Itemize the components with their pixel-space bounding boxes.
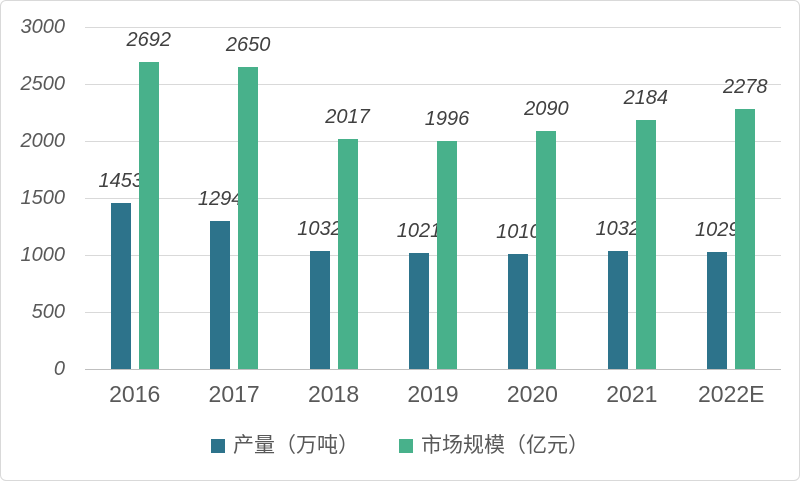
bar-groups: 1453 2692 1294 2650 1032 2017 1021 1996 1010 2090… [85, 27, 781, 369]
production-bar: 1032 [596, 219, 640, 369]
legend: 产量（万吨） 市场规模（亿元） [1, 433, 799, 458]
value-label: 2692 [126, 29, 171, 52]
bar-group: 1010 2090 [483, 27, 582, 369]
gridline [85, 27, 781, 28]
market-size-bar: 2184 [624, 88, 668, 369]
value-label: 1021 [396, 219, 442, 242]
y-tick-label: 2000 [20, 130, 66, 152]
x-axis: 2016 2017 2018 2019 2020 2021 2022E [85, 383, 781, 406]
y-tick-label: 2500 [20, 73, 66, 95]
production-swatch-icon [211, 438, 225, 453]
market-size-swatch-icon [399, 438, 413, 453]
value-label: 2090 [524, 97, 569, 120]
production-bar: 1010 [496, 222, 541, 369]
category-label: 2021 [606, 381, 658, 407]
legend-label: 产量（万吨） [233, 434, 359, 457]
value-label: 1453 [98, 170, 143, 193]
gridline [85, 255, 781, 256]
bar-group: 1294 2650 [184, 27, 283, 369]
value-label: 1010 [496, 220, 541, 243]
bar-group: 1029 2278 [682, 27, 781, 369]
category-label: 2022E [697, 381, 765, 407]
gridline [85, 84, 781, 85]
y-tick-label: 1500 [20, 187, 66, 209]
value-label: 1029 [694, 218, 740, 241]
bar-group: 1453 2692 [85, 27, 184, 369]
gridline [85, 198, 781, 199]
market-size-bar: 2017 [325, 107, 370, 369]
bar-group: 1032 2184 [582, 27, 681, 369]
production-bar: 1453 [98, 171, 143, 369]
value-label: 1294 [197, 188, 243, 211]
category-label: 2017 [208, 381, 260, 407]
y-axis: 0 500 1000 1500 2000 2500 3000 [1, 17, 69, 379]
y-tick-label: 3000 [20, 16, 66, 38]
value-label: 1032 [595, 218, 641, 241]
market-size-bar: 2692 [126, 30, 171, 369]
bar-group: 1032 2017 [284, 27, 383, 369]
bar-group: 1021 1996 [383, 27, 482, 369]
x-axis-line [85, 369, 781, 370]
value-label: 1032 [297, 218, 342, 241]
value-label: 2650 [225, 33, 271, 56]
category-label: 2020 [506, 381, 558, 407]
production-bar: 1032 [297, 219, 342, 369]
category-label: 2019 [407, 381, 459, 407]
value-label: 1996 [424, 108, 470, 131]
value-label: 2017 [325, 106, 370, 129]
legend-item-production: 产量（万吨） [211, 433, 359, 458]
gridline [85, 312, 781, 313]
value-label: 2278 [722, 76, 768, 99]
legend-label: 市场规模（亿元） [421, 434, 589, 457]
plot-area: 1453 2692 1294 2650 1032 2017 1021 1996 1010 2090… [85, 27, 781, 370]
category-label: 2016 [109, 381, 161, 407]
market-size-bar: 2090 [524, 99, 569, 369]
y-tick-label: 1000 [20, 244, 66, 266]
legend-item-market-size: 市场规模（亿元） [399, 433, 589, 458]
value-label: 2184 [623, 87, 669, 110]
y-tick-label: 0 [53, 358, 65, 380]
gridline [85, 141, 781, 142]
category-label: 2018 [307, 381, 360, 407]
market-size-bar: 2650 [226, 35, 270, 369]
market-size-bar: 2278 [723, 77, 767, 369]
production-bar: 1294 [198, 189, 242, 369]
market-size-bar: 1996 [425, 109, 469, 369]
y-tick-label: 500 [31, 301, 65, 323]
production-bar: 1029 [695, 220, 739, 369]
production-bar: 1021 [397, 221, 441, 369]
